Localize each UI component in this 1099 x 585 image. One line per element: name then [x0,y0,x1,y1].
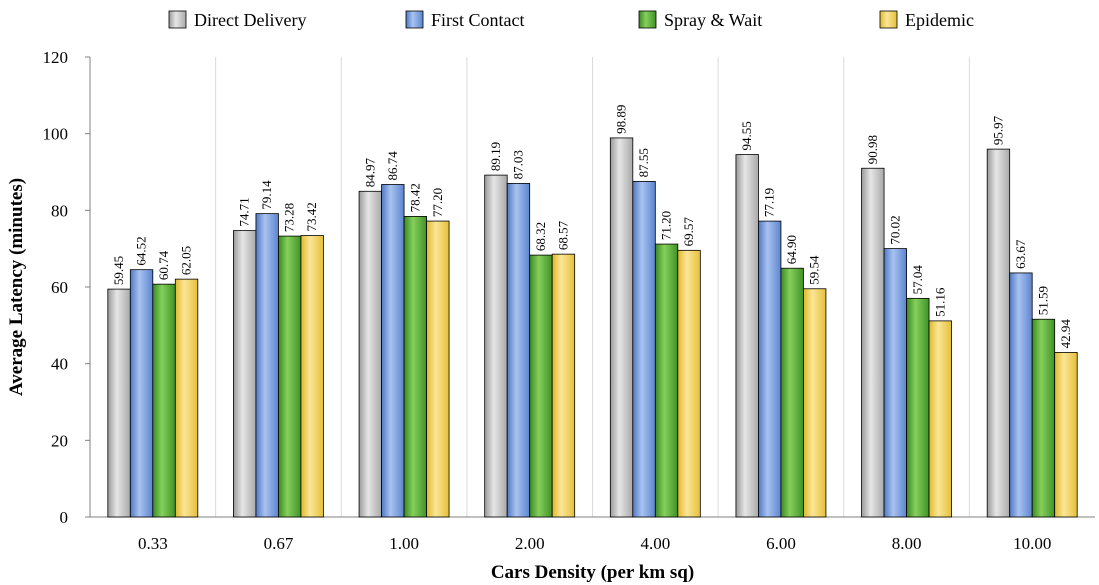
data-label: 74.71 [237,197,252,226]
bars [107,137,1078,518]
bar [780,267,804,518]
bar [426,220,450,518]
bar [758,220,782,518]
x-tick-label: 4.00 [640,534,670,553]
bar [506,182,531,518]
data-label: 62.05 [179,246,194,275]
y-tick-label: 120 [43,48,69,67]
y-tick-label: 60 [51,278,68,297]
bar [861,167,885,518]
data-label: 51.16 [932,287,947,317]
x-tick-label: 8.00 [892,534,922,553]
data-label: 51.59 [1035,286,1050,315]
bar [233,230,257,518]
y-tick-label: 100 [43,125,69,144]
legend-swatch [168,10,187,29]
bar [403,215,427,518]
legend-label: Epidemic [905,10,974,30]
category-separators [215,57,970,517]
bar [1009,272,1033,518]
data-label: 68.32 [533,222,548,251]
x-tick-label: 2.00 [515,534,545,553]
x-tick-label: 1.00 [389,534,419,553]
data-label: 63.67 [1013,239,1028,269]
data-label: 87.55 [636,148,651,177]
bar [551,253,576,518]
bar [677,249,701,518]
legend-label: Spray & Wait [664,10,762,30]
data-labels: 59.45 74.71 84.97 89.19 98.89 94.55 90.98 95.97… [111,105,1073,349]
legend-label: First Contact [431,10,525,30]
data-label: 69.57 [681,217,696,247]
y-tick-label: 20 [51,431,68,450]
bar [1054,351,1078,518]
y-tick-label: 0 [60,508,69,527]
data-label: 42.94 [1058,319,1073,349]
data-label: 59.45 [111,256,126,285]
bar [906,297,930,518]
data-label: 84.97 [362,158,377,188]
data-label: 64.52 [134,236,149,265]
bar [381,184,405,518]
bar [632,180,656,518]
bar [255,213,279,518]
data-label: 73.28 [282,203,297,232]
data-label: 57.04 [910,265,925,295]
data-label: 70.02 [887,215,902,244]
bar [174,278,199,518]
x-tick-label: 0.33 [138,534,168,553]
data-label: 77.20 [430,188,445,217]
bar [803,288,827,518]
data-label: 87.03 [510,150,525,179]
y-axis-title: Average Latency (minutes) [6,178,27,396]
bar [278,235,302,518]
bar [735,154,759,518]
bar [358,190,382,518]
data-label: 98.89 [614,105,629,134]
y-tick-label: 80 [51,201,68,220]
y-tick-label: 40 [51,355,68,374]
data-label: 89.19 [488,142,503,171]
tick-labels: 0 20 40 60 80 100 120 0.33 0.67 1.00 2.00 4.00 6.00 8… [43,48,1052,553]
data-label: 86.74 [385,151,400,181]
bar [300,235,324,518]
x-tick-label: 6.00 [766,534,796,553]
legend-swatch [879,10,898,29]
legend-swatch [638,10,657,29]
x-tick-label: 10.00 [1013,534,1051,553]
bar [883,248,907,518]
bar [107,288,131,518]
bar [529,254,553,518]
x-tick-label: 0.67 [264,534,294,553]
bar [484,174,508,518]
legend-label: Direct Delivery [194,10,306,30]
data-label: 79.14 [259,180,274,210]
legend: Direct Delivery First Contact Spray & Wait… [168,10,974,30]
bar [129,269,154,518]
data-label: 59.54 [807,255,822,285]
data-label: 77.19 [762,188,777,217]
data-label: 73.42 [304,202,319,231]
data-label: 60.74 [156,250,171,280]
legend-swatch [405,10,424,29]
bar [1031,318,1056,518]
data-label: 71.20 [659,211,674,240]
bar [152,283,176,518]
bar [609,137,634,518]
data-label: 78.42 [407,183,422,212]
bar [928,320,952,518]
bar [986,148,1011,518]
data-label: 94.55 [739,121,754,150]
data-label: 90.98 [865,135,880,164]
data-label: 95.97 [990,115,1005,145]
bar [654,243,679,518]
x-axis-title: Cars Density (per km sq) [491,562,694,583]
data-label: 68.57 [555,220,570,250]
data-label: 64.90 [784,235,799,264]
